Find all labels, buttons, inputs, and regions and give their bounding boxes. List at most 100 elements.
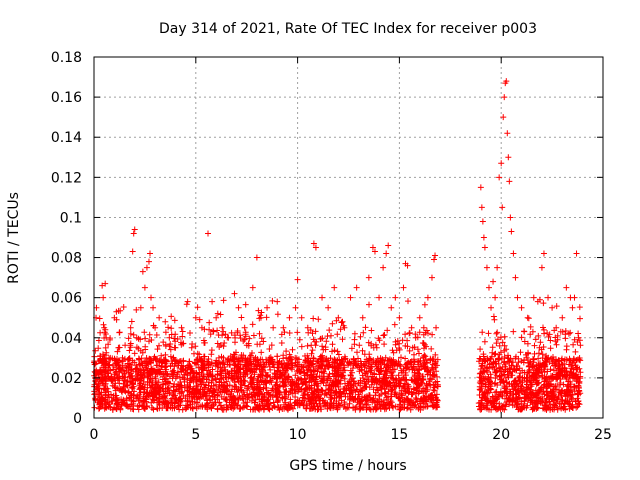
data-point xyxy=(428,274,435,281)
data-point xyxy=(512,274,519,281)
data-point xyxy=(225,334,232,341)
data-point xyxy=(264,304,271,311)
data-point xyxy=(500,114,507,121)
axis-ticks xyxy=(93,56,604,419)
data-point xyxy=(412,334,419,341)
data-point xyxy=(496,174,503,181)
data-point xyxy=(477,184,484,191)
y-tick-label: 0.14 xyxy=(51,130,82,146)
data-point xyxy=(573,250,580,257)
data-point xyxy=(376,294,383,301)
data-point xyxy=(538,264,545,271)
data-point xyxy=(253,254,260,261)
plot-frame xyxy=(93,56,604,419)
data-point xyxy=(400,284,407,291)
data-point xyxy=(156,314,163,321)
data-point xyxy=(385,242,392,249)
data-point xyxy=(545,294,552,301)
data-point xyxy=(507,214,514,221)
data-point xyxy=(270,324,277,331)
data-point xyxy=(371,248,378,255)
data-point xyxy=(148,294,155,301)
data-point xyxy=(369,244,376,251)
data-point xyxy=(294,276,301,283)
data-point xyxy=(146,250,153,257)
data-point xyxy=(102,280,109,287)
data-point xyxy=(192,314,199,321)
data-point xyxy=(184,298,191,305)
data-point xyxy=(145,258,152,265)
data-point xyxy=(501,94,508,101)
data-point xyxy=(131,226,138,233)
data-point xyxy=(494,264,501,271)
data-point xyxy=(504,130,511,137)
y-tick-label: 0.1 xyxy=(60,210,82,226)
data-point xyxy=(137,304,144,311)
data-point xyxy=(150,304,157,311)
x-tick-label: 25 xyxy=(594,427,612,443)
x-axis-label: GPS time / hours xyxy=(289,458,406,474)
data-point xyxy=(99,282,106,289)
data-point xyxy=(341,324,348,331)
y-tick-label: 0.12 xyxy=(51,170,82,186)
data-point xyxy=(518,304,525,311)
data-point xyxy=(298,314,305,321)
data-point xyxy=(575,334,582,341)
data-point xyxy=(571,294,578,301)
data-point xyxy=(172,344,179,351)
data-point xyxy=(141,284,148,291)
data-point xyxy=(530,294,537,301)
data-point xyxy=(432,252,439,259)
y-tick-label: 0.02 xyxy=(51,371,82,387)
data-point xyxy=(490,278,497,285)
data-point xyxy=(103,334,110,341)
data-point xyxy=(424,294,431,301)
data-point xyxy=(431,256,438,263)
data-point xyxy=(100,294,107,301)
data-point xyxy=(115,344,122,351)
data-point xyxy=(534,298,541,305)
noise-points xyxy=(91,296,584,413)
data-point xyxy=(559,314,566,321)
data-point xyxy=(540,250,547,257)
y-tick-label: 0.06 xyxy=(51,291,82,307)
data-point xyxy=(505,154,512,161)
data-point xyxy=(105,364,112,371)
data-point xyxy=(478,204,485,211)
data-point xyxy=(92,390,99,397)
data-point xyxy=(388,304,395,311)
chart-title: Day 314 of 2021, Rate Of TEC Index for r… xyxy=(159,21,537,37)
data-point xyxy=(498,160,505,167)
data-point xyxy=(325,304,332,311)
data-point xyxy=(416,314,423,321)
data-point xyxy=(508,228,515,235)
data-point xyxy=(143,264,150,271)
data-point xyxy=(162,318,169,325)
data-point xyxy=(503,78,510,85)
data-point xyxy=(492,294,499,301)
data-point xyxy=(257,314,264,321)
data-point xyxy=(365,274,372,281)
x-tick-labels: 0 5 10 15 20 25 xyxy=(90,427,612,443)
data-point xyxy=(479,218,486,225)
data-point xyxy=(111,314,118,321)
data-point xyxy=(249,284,256,291)
data-point xyxy=(129,248,136,255)
data-point xyxy=(488,304,495,311)
data-point xyxy=(481,244,488,251)
data-point xyxy=(420,324,427,331)
data-point xyxy=(101,324,108,331)
y-tick-label: 0 xyxy=(73,411,82,427)
data-point xyxy=(380,264,387,271)
data-point xyxy=(178,324,185,331)
data-point xyxy=(404,262,411,269)
data-point xyxy=(499,204,506,211)
data-point xyxy=(123,364,130,371)
data-point xyxy=(312,244,319,251)
y-tick-labels: 0 0.02 0.04 0.06 0.08 0.1 0.12 0.14 0.16 0.18 xyxy=(51,50,82,427)
data-point xyxy=(347,294,354,301)
data-point xyxy=(485,284,492,291)
data-point xyxy=(383,250,390,257)
data-point xyxy=(392,294,399,301)
